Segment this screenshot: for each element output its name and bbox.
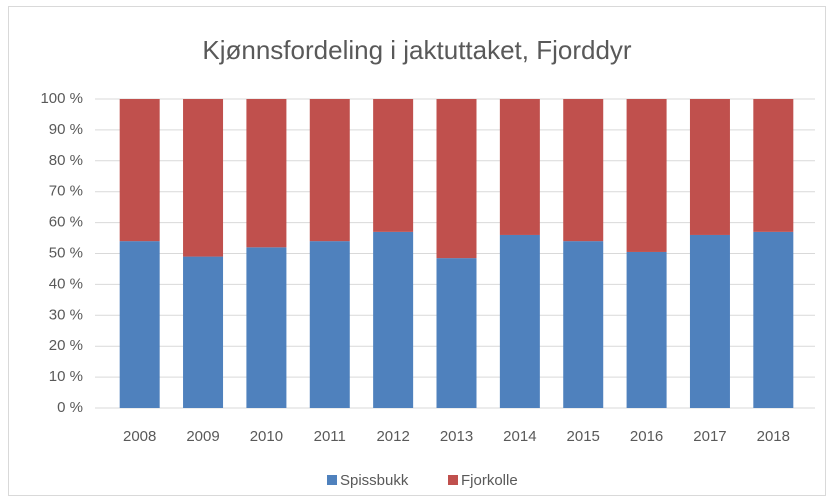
- x-tick-label: 2008: [123, 428, 156, 445]
- bar-segment: [246, 99, 287, 248]
- y-tick-label: 80 %: [49, 152, 83, 169]
- y-tick-label: 10 %: [49, 368, 83, 385]
- legend-label: Spissbukk: [340, 472, 409, 489]
- x-tick-label: 2015: [567, 428, 600, 445]
- x-tick-label: 2018: [757, 428, 790, 445]
- y-tick-label: 60 %: [49, 214, 83, 231]
- bar-segment: [119, 99, 160, 242]
- bar-segment: [309, 99, 350, 242]
- x-tick-label: 2010: [250, 428, 283, 445]
- bar-segment: [436, 258, 477, 408]
- bar-segment: [309, 241, 350, 408]
- bar-segment: [753, 231, 794, 408]
- bar-segment: [753, 99, 794, 232]
- y-tick-label: 40 %: [49, 275, 83, 292]
- bar-segment: [626, 251, 667, 408]
- y-tick-label: 90 %: [49, 121, 83, 138]
- bar-segment: [436, 99, 477, 259]
- y-tick-label: 20 %: [49, 337, 83, 354]
- y-tick-label: 0 %: [57, 399, 83, 416]
- y-tick-label: 30 %: [49, 306, 83, 323]
- bar-segment: [689, 234, 730, 408]
- bar-segment: [373, 231, 414, 408]
- y-tick-label: 100 %: [40, 90, 83, 107]
- chart-title: Kjønnsfordeling i jaktuttaket, Fjorddyr: [202, 35, 632, 65]
- bar-segment: [183, 256, 224, 408]
- x-tick-label: 2009: [186, 428, 219, 445]
- y-tick-label: 50 %: [49, 244, 83, 261]
- x-tick-label: 2017: [693, 428, 726, 445]
- bar-segment: [499, 99, 540, 235]
- bar-segment: [373, 99, 414, 232]
- bar-segment: [689, 99, 730, 235]
- bar-segment: [563, 99, 604, 242]
- x-tick-label: 2011: [314, 428, 346, 445]
- y-tick-label: 70 %: [49, 183, 83, 200]
- x-tick-label: 2014: [503, 428, 536, 445]
- legend-swatch: [448, 475, 458, 485]
- bar-segment: [246, 247, 287, 408]
- legend-swatch: [327, 475, 337, 485]
- x-tick-label: 2013: [440, 428, 473, 445]
- bar-segment: [563, 241, 604, 408]
- bar-segment: [119, 241, 160, 408]
- bar-segment: [183, 99, 224, 257]
- x-tick-label: 2016: [630, 428, 663, 445]
- bar-segment: [626, 99, 667, 252]
- bar-segment: [499, 234, 540, 408]
- legend-label: Fjorkolle: [461, 472, 518, 489]
- x-tick-label: 2012: [376, 428, 409, 445]
